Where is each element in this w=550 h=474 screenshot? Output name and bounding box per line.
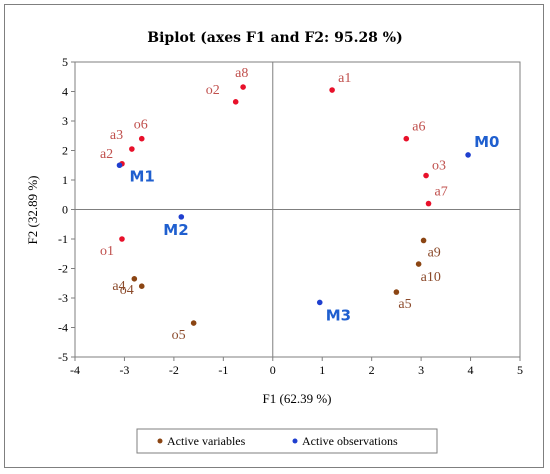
- variable-label-o5: o5: [172, 328, 186, 343]
- variable-label-a4: a4: [112, 279, 125, 294]
- variable-point-o5: [190, 320, 197, 326]
- y-tick-label: -4: [58, 321, 68, 335]
- legend-label-1: Active observations: [302, 434, 398, 448]
- observation-label-M0: M0: [474, 133, 499, 151]
- observation-label-M1: M1: [130, 167, 155, 185]
- variable-point-a9: [420, 237, 427, 244]
- variable-label-a3: a3: [110, 128, 123, 143]
- y-tick-label: 1: [62, 173, 68, 187]
- variable-point-o6: [138, 135, 145, 142]
- legend-box: [136, 428, 438, 454]
- variable-label-o3: o3: [432, 159, 446, 174]
- variable-label-a8: a8: [235, 66, 248, 81]
- variable-label-o2: o2: [206, 83, 220, 98]
- x-tick-label: 5: [517, 363, 523, 377]
- y-tick-label: -5: [58, 350, 68, 364]
- x-tick-label: 0: [270, 363, 276, 377]
- observation-label-M2: M2: [163, 221, 188, 239]
- x-tick-label: 4: [468, 363, 474, 377]
- variable-label-a2: a2: [100, 147, 113, 162]
- variable-point-a3: [129, 146, 135, 152]
- variable-point-a4: [131, 276, 138, 282]
- y-tick-label: 0: [62, 203, 68, 217]
- variable-point-o2: [232, 99, 239, 105]
- y-tick-label: -1: [58, 232, 68, 246]
- x-axis-label: F1 (62.39 %): [263, 391, 332, 406]
- variable-point-o1: [119, 236, 125, 242]
- legend-marker-0: [157, 438, 163, 444]
- variable-label-o6: o6: [134, 118, 148, 133]
- y-tick-label: 2: [62, 144, 68, 158]
- x-tick-label: -2: [169, 363, 179, 377]
- variable-label-a9: a9: [428, 245, 441, 260]
- observation-point-M2: [178, 214, 185, 220]
- variable-point-a8: [240, 84, 246, 90]
- y-tick-label: -3: [58, 291, 68, 305]
- variable-point-o3: [423, 172, 429, 179]
- x-tick-label: -3: [119, 363, 129, 377]
- variable-label-a5: a5: [398, 297, 411, 312]
- variable-label-a7: a7: [435, 185, 448, 200]
- legend-label-0: Active variables: [167, 434, 246, 448]
- x-tick-label: 1: [319, 363, 325, 377]
- observation-point-M0: [465, 152, 471, 158]
- x-tick-label: 2: [369, 363, 375, 377]
- y-tick-label: 5: [62, 55, 68, 69]
- chart-title: Biplot (axes F1 and F2: 95.28 %): [147, 30, 402, 46]
- variable-label-o4: o4: [120, 283, 134, 298]
- x-tick-label: 3: [418, 363, 424, 377]
- chart-frame: [4, 4, 544, 468]
- y-tick-label: -2: [58, 262, 68, 276]
- variable-label-o1: o1: [100, 244, 114, 259]
- variable-point-a10: [415, 261, 422, 267]
- variable-point-a7: [425, 200, 432, 207]
- y-tick-label: 3: [62, 114, 68, 128]
- observation-label-M3: M3: [326, 306, 351, 324]
- observation-point-M3: [316, 299, 323, 306]
- observation-point-M1: [116, 162, 123, 169]
- variable-label-a6: a6: [412, 120, 425, 135]
- variable-point-a5: [393, 289, 400, 295]
- y-axis-label: F2 (32.89 %): [25, 176, 40, 245]
- variable-point-o4: [138, 283, 145, 290]
- variable-label-a1: a1: [338, 71, 351, 86]
- x-tick-label: -1: [218, 363, 228, 377]
- x-tick-label: -4: [70, 363, 80, 377]
- variable-point-a1: [329, 87, 335, 93]
- variable-label-a10: a10: [421, 270, 441, 285]
- variable-point-a6: [403, 135, 410, 142]
- legend-marker-1: [292, 438, 298, 444]
- y-tick-label: 4: [62, 85, 68, 99]
